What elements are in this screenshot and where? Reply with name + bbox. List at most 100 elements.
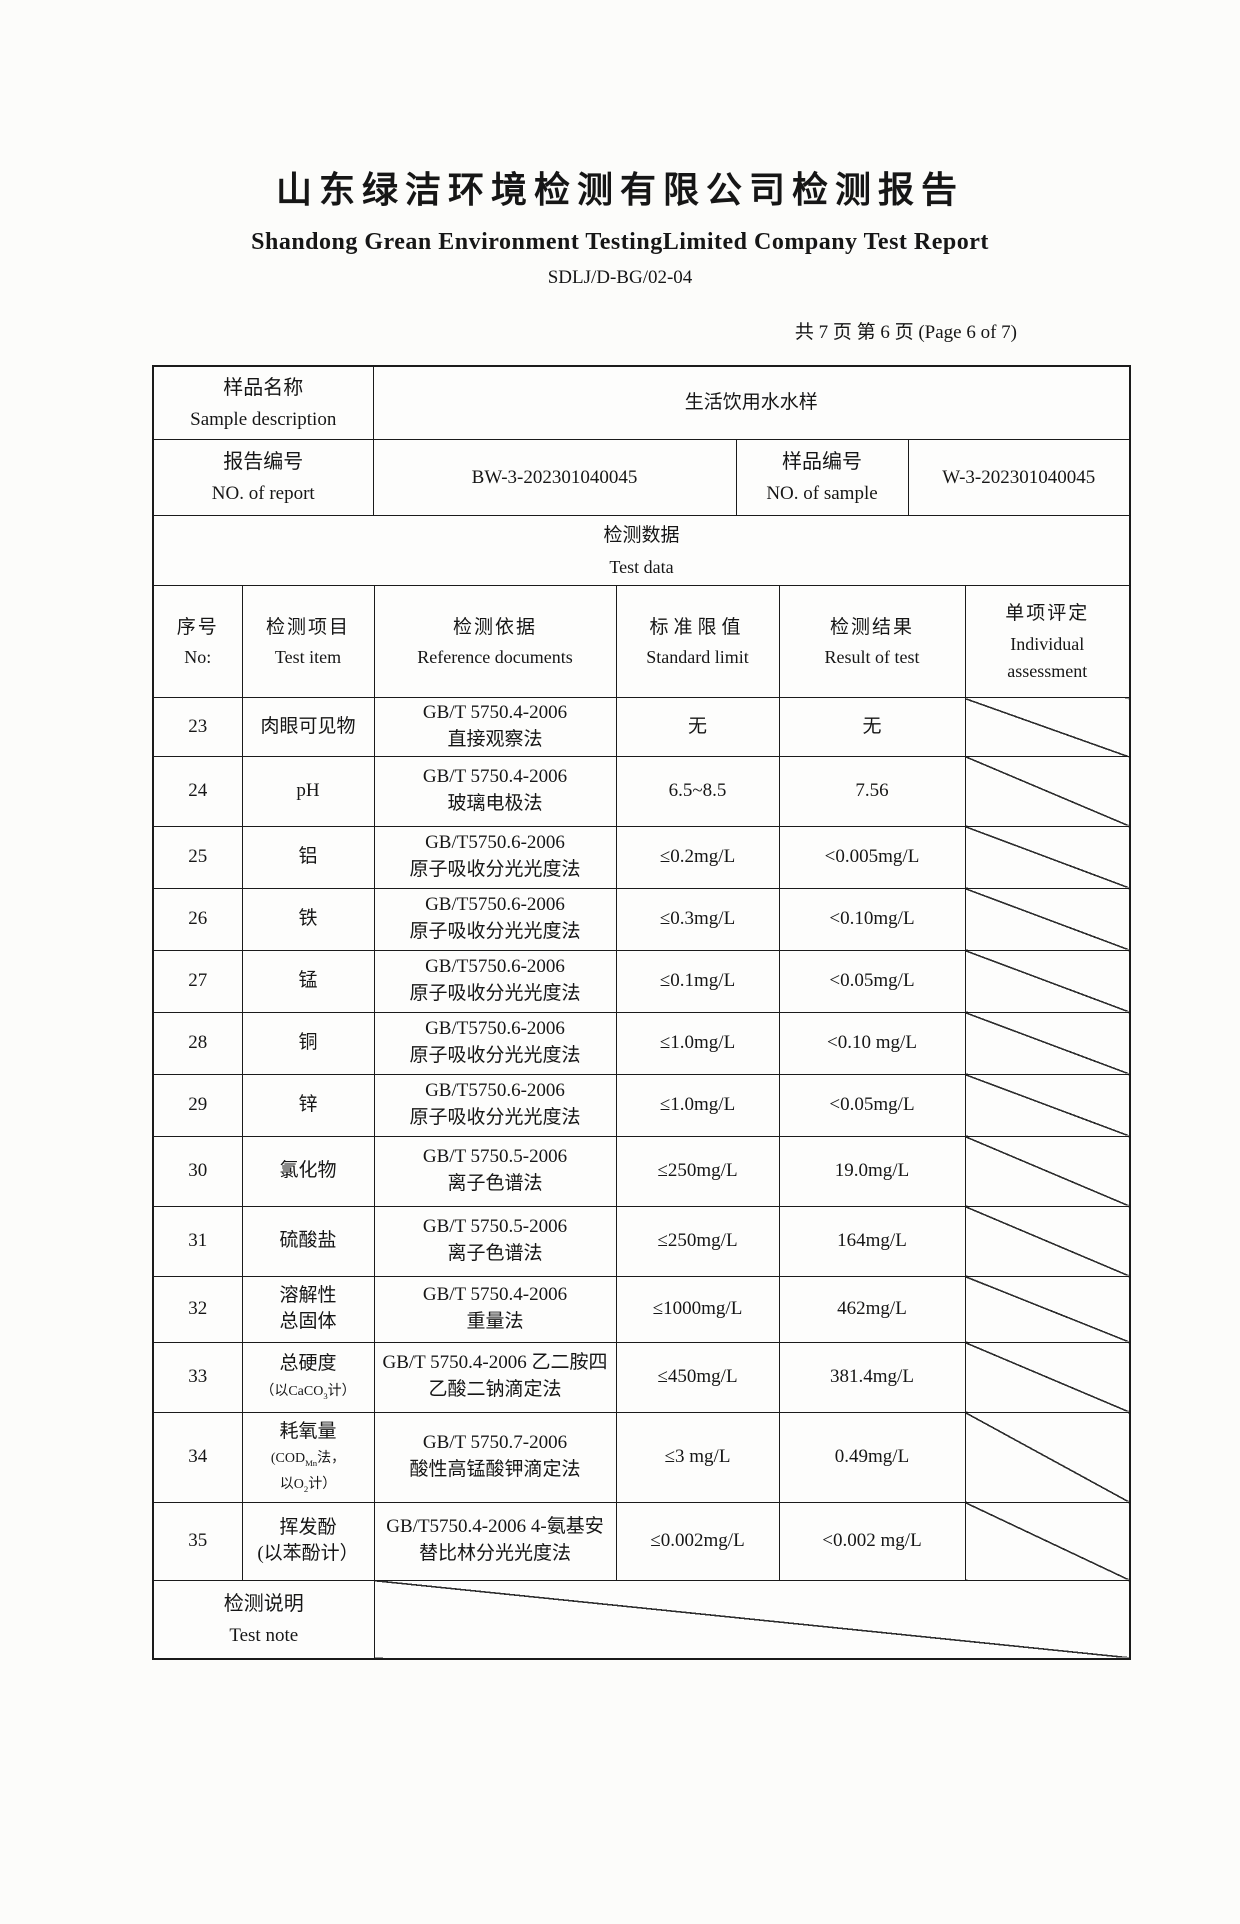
sample-info-table: 样品名称 Sample description 生活饮用水水样 报告编号 NO.… (154, 367, 1129, 586)
cell-item: 铁 (241, 887, 375, 951)
cell-assessment-slash (964, 887, 1129, 951)
cell-assessment-slash (964, 697, 1129, 757)
cell-reference: GB/T 5750.7-2006 酸性高锰酸钾滴定法 (373, 1411, 617, 1503)
cell-result: <0.002 mg/L (778, 1501, 966, 1581)
cell-result: <0.05mg/L (778, 949, 966, 1013)
doc-code: SDLJ/D-BG/02-04 (547, 267, 693, 289)
table-row: 26 铁 GB/T5750.6-2006 原子吸收分光光度法 ≤0.3mg/L <… (154, 887, 1129, 951)
cell-assessment-slash (964, 1073, 1129, 1137)
cell-item: 硫酸盐 (241, 1205, 375, 1277)
cell-limit: 6.5~8.5 (615, 755, 780, 827)
table-row: 29 锌 GB/T5750.6-2006 原子吸收分光光度法 ≤1.0mg/L <… (154, 1073, 1129, 1137)
cell-item: 总硬度 （以CaCO3计） (241, 1341, 375, 1413)
cell-no: 25 (154, 825, 243, 889)
sample-description-label-cn: 样品名称 (223, 376, 304, 399)
cell-assessment-slash (964, 1341, 1129, 1413)
column-header-reference-en: Reference documents (417, 647, 573, 668)
cell-item: 溶解性 总固体 (241, 1275, 375, 1343)
table-row: 24 pH GB/T 5750.4-2006 玻璃电极法 6.5~8.5 7.56 (154, 755, 1129, 827)
cell-limit: ≤250mg/L (615, 1135, 780, 1207)
table-row: 样品名称 Sample description 生活饮用水水样 (154, 367, 1129, 440)
column-header-assessment-en: Individual assessment (1007, 633, 1088, 681)
cell-assessment-slash (964, 949, 1129, 1013)
column-header-result: 检测结果 Result of test (778, 585, 966, 699)
cell-result: <0.10 mg/L (778, 1011, 966, 1075)
cell-item: 氯化物 (241, 1135, 375, 1207)
cell-reference: GB/T5750.6-2006 原子吸收分光光度法 (373, 825, 617, 889)
column-header-item-en: Test item (274, 647, 342, 668)
cell-assessment-slash (964, 1501, 1129, 1581)
column-header-no-cn: 序号 (176, 616, 219, 638)
test-note-value-slash (373, 1579, 1129, 1659)
sample-description-label: 样品名称 Sample description (154, 367, 374, 440)
cell-result: <0.10mg/L (778, 887, 966, 951)
table-row: 32 溶解性 总固体 GB/T 5750.4-2006 重量法 ≤1000mg/L … (154, 1275, 1129, 1343)
cell-limit: ≤1000mg/L (615, 1275, 780, 1343)
table-row: 33 总硬度 （以CaCO3计） GB/T 5750.4-2006 乙二胺四乙酸二… (154, 1341, 1129, 1413)
cell-reference: GB/T5750.6-2006 原子吸收分光光度法 (373, 1073, 617, 1137)
cell-no: 31 (154, 1205, 243, 1277)
cell-result: 7.56 (778, 755, 966, 827)
cell-no: 29 (154, 1073, 243, 1137)
sample-description-value: 生活饮用水水样 (372, 367, 1129, 440)
report-no-value: BW-3-202301040045 (372, 438, 737, 516)
cell-limit: ≤250mg/L (615, 1205, 780, 1277)
cell-item: 铜 (241, 1011, 375, 1075)
table-row: 25 铝 GB/T5750.6-2006 原子吸收分光光度法 ≤0.2mg/L <… (154, 825, 1129, 889)
cell-reference: GB/T5750.6-2006 原子吸收分光光度法 (373, 1011, 617, 1075)
column-header-limit-en: Standard limit (646, 647, 749, 668)
column-header-item-cn: 检测项目 (265, 616, 350, 638)
cell-reference: GB/T5750.6-2006 原子吸收分光光度法 (373, 949, 617, 1013)
cell-limit: ≤0.2mg/L (615, 825, 780, 889)
column-header-reference: 检测依据 Reference documents (373, 585, 617, 699)
column-header-limit-cn: 标准限值 (649, 616, 746, 638)
cell-limit: ≤3 mg/L (615, 1411, 780, 1503)
cell-assessment-slash (964, 755, 1129, 827)
cell-result: 462mg/L (778, 1275, 966, 1343)
cell-reference: GB/T 5750.4-2006 重量法 (373, 1275, 617, 1343)
column-header-result-en: Result of test (824, 647, 920, 668)
column-header-item: 检测项目 Test item (241, 585, 375, 699)
cell-limit: ≤450mg/L (615, 1341, 780, 1413)
cell-result: <0.05mg/L (778, 1073, 966, 1137)
scanned-test-report-page: { "header": { "title_cn": "山东绿洁环境检测有限公司检… (0, 170, 1240, 1924)
cell-reference: GB/T 5750.4-2006 乙二胺四乙酸二钠滴定法 (373, 1341, 617, 1413)
cell-no: 34 (154, 1411, 243, 1503)
cell-assessment-slash (964, 825, 1129, 889)
cell-result: 381.4mg/L (778, 1341, 966, 1413)
cell-assessment-slash (964, 1411, 1129, 1503)
cell-limit: ≤0.002mg/L (615, 1501, 780, 1581)
cell-no: 23 (154, 697, 243, 757)
cell-item: 耗氧量 (CODMn法， 以O2计） (241, 1411, 375, 1503)
column-header-reference-cn: 检测依据 (452, 616, 537, 638)
table-row: 34 耗氧量 (CODMn法， 以O2计） GB/T 5750.7-2006 酸性高锰… (154, 1411, 1129, 1503)
cell-no: 32 (154, 1275, 243, 1343)
cell-assessment-slash (964, 1275, 1129, 1343)
cell-no: 26 (154, 887, 243, 951)
cell-no: 33 (154, 1341, 243, 1413)
test-note-label-en: Test note (229, 1625, 299, 1647)
report-no-label-en: NO. of report (211, 483, 315, 505)
cell-limit: ≤1.0mg/L (615, 1011, 780, 1075)
report-no-label-cn: 报告编号 (223, 451, 304, 474)
cell-result: 164mg/L (778, 1205, 966, 1277)
cell-result: 无 (778, 697, 966, 757)
report-title-cn: 山东绿洁环境检测有限公司检测报告 (275, 170, 964, 210)
cell-reference: GB/T 5750.4-2006 直接观察法 (373, 697, 617, 757)
cell-reference: GB/T5750.6-2006 原子吸收分光光度法 (373, 887, 617, 951)
test-note-label-cn: 检测说明 (223, 1593, 304, 1616)
table-row: 报告编号 NO. of report BW-3-202301040045 样品编… (154, 438, 1129, 516)
column-header-limit: 标准限值 Standard limit (615, 585, 780, 699)
column-header-assessment: 单项评定 Individual assessment (964, 585, 1129, 699)
cell-result: 0.49mg/L (778, 1411, 966, 1503)
cell-limit: ≤1.0mg/L (615, 1073, 780, 1137)
table-row: 27 锰 GB/T5750.6-2006 原子吸收分光光度法 ≤0.1mg/L <… (154, 949, 1129, 1013)
cell-item: 铝 (241, 825, 375, 889)
cell-item: 锰 (241, 949, 375, 1013)
column-header-no-en: No: (184, 647, 212, 668)
section-title-cn: 检测数据 (603, 524, 680, 546)
cell-no: 35 (154, 1501, 243, 1581)
sample-no-label: 样品编号 NO. of sample (735, 438, 909, 516)
table-row: 30 氯化物 GB/T 5750.5-2006 离子色谱法 ≤250mg/L 19… (154, 1135, 1129, 1207)
cell-limit: ≤0.1mg/L (615, 949, 780, 1013)
